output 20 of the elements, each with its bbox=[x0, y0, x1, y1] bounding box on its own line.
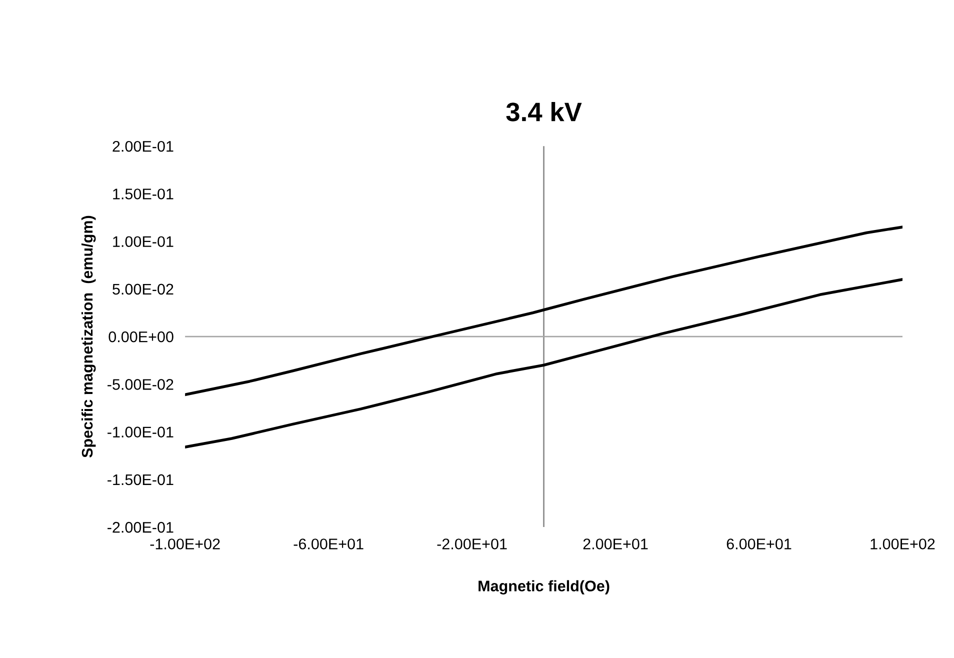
x-axis-title: Magnetic field(Oe) bbox=[478, 580, 610, 594]
y-tick-label: -1.50E-01 bbox=[108, 474, 174, 486]
y-tick-label: 0.00E+00 bbox=[108, 331, 174, 342]
x-tick-label: 2.00E+01 bbox=[583, 538, 648, 550]
y-axis-title: Specific magnetization (emu/gm) bbox=[81, 216, 96, 458]
x-tick-label: 6.00E+01 bbox=[726, 538, 792, 550]
y-tick-label: 5.00E-02 bbox=[112, 284, 174, 295]
x-tick-label: -6.00E+01 bbox=[294, 538, 364, 550]
chart-title: 3.4 kV bbox=[506, 102, 582, 122]
y-tick-label: 1.50E-01 bbox=[113, 188, 174, 200]
y-tick-label: 1.00E-01 bbox=[113, 236, 174, 248]
line-series bbox=[185, 278, 902, 448]
line-series bbox=[185, 226, 902, 396]
y-tick-label: 2.00E-01 bbox=[112, 140, 174, 152]
y-tick-label: -2.00E-01 bbox=[108, 522, 174, 533]
y-tick-label: -1.00E-01 bbox=[108, 426, 174, 438]
y-tick-label: -5.00E-02 bbox=[108, 379, 174, 390]
x-tick-label: 1.00E+02 bbox=[870, 538, 935, 550]
x-tick-label: -1.00E+02 bbox=[150, 538, 220, 550]
x-tick-label: -2.00E+01 bbox=[437, 538, 507, 550]
